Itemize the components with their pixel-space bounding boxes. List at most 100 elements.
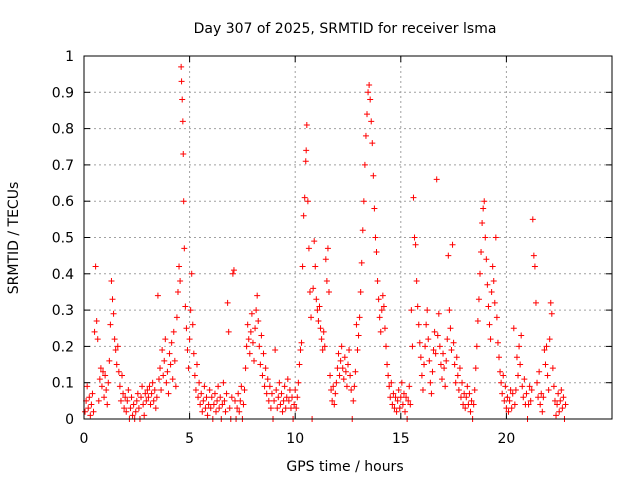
data-point (202, 405, 209, 412)
data-point (352, 368, 359, 375)
data-point (358, 259, 365, 266)
data-point (447, 325, 454, 332)
data-point (157, 365, 164, 372)
data-point (268, 390, 275, 397)
data-point (491, 299, 498, 306)
data-point (254, 292, 261, 299)
data-point (519, 383, 526, 390)
data-point (240, 401, 247, 408)
data-point (337, 357, 344, 364)
data-point (466, 390, 473, 397)
data-point (461, 390, 468, 397)
data-point (159, 347, 166, 354)
data-point (324, 245, 331, 252)
data-point (378, 307, 385, 314)
data-point (453, 354, 460, 361)
data-point (530, 252, 537, 259)
data-point (517, 361, 524, 368)
data-point (431, 328, 438, 335)
data-point (162, 336, 169, 343)
data-point (345, 361, 351, 368)
data-point (394, 397, 401, 404)
data-point (502, 383, 509, 390)
data-point (219, 401, 226, 408)
data-point (406, 383, 413, 390)
data-point (487, 336, 494, 343)
data-point (339, 365, 346, 372)
data-point (172, 383, 179, 390)
data-point (303, 121, 310, 128)
data-point (228, 394, 235, 401)
data-point (490, 278, 497, 285)
data-point (532, 299, 539, 306)
data-point (450, 339, 457, 346)
data-point (499, 390, 506, 397)
grid-lines (84, 56, 612, 419)
data-point (412, 241, 419, 248)
data-point (541, 347, 548, 354)
data-point (188, 270, 195, 277)
data-point (391, 405, 398, 412)
data-point (405, 397, 412, 404)
x-tick-label: 5 (185, 431, 194, 447)
data-point (347, 372, 354, 379)
data-point (479, 219, 486, 226)
data-point (170, 328, 177, 335)
y-tick-label: 1 (65, 49, 74, 65)
y-tick-labels: 0 0.1 0.2 0.3 0.4 0.5 0.6 0.7 0.8 0.9 1 (52, 49, 74, 428)
data-point (92, 263, 99, 270)
data-point (366, 82, 373, 89)
data-point (432, 350, 439, 357)
data-point (355, 332, 362, 339)
data-point (528, 386, 535, 393)
data-point (186, 336, 193, 343)
data-point (418, 372, 425, 379)
data-point (525, 401, 532, 408)
data-point (247, 328, 254, 335)
data-point (392, 394, 399, 401)
data-point (132, 408, 139, 415)
data-point (192, 386, 199, 393)
data-point (381, 325, 388, 332)
data-point (336, 372, 343, 379)
data-point (411, 234, 418, 241)
data-point (161, 357, 168, 364)
data-point (302, 158, 309, 165)
data-point (143, 397, 150, 404)
data-point (196, 379, 203, 386)
data-point (139, 383, 146, 390)
data-point (98, 383, 105, 390)
data-point (388, 379, 395, 386)
data-point (427, 379, 434, 386)
data-point (260, 350, 267, 357)
data-point (433, 176, 440, 183)
data-point (332, 390, 339, 397)
data-point (343, 383, 350, 390)
y-tick-label: 0 (65, 412, 74, 428)
data-point (259, 372, 266, 379)
data-point (330, 383, 337, 390)
data-point (338, 343, 345, 350)
data-point (248, 310, 255, 317)
data-point (115, 368, 122, 375)
data-point (375, 296, 382, 303)
data-point (198, 390, 205, 397)
data-point (422, 343, 429, 350)
data-point (399, 401, 406, 408)
data-point (111, 336, 118, 343)
data-point (293, 405, 300, 412)
data-point (158, 386, 165, 393)
data-point (275, 394, 282, 401)
data-point (315, 317, 322, 324)
data-point (387, 394, 394, 401)
y-tick-label: 0.6 (52, 194, 74, 210)
data-point (257, 361, 264, 368)
data-point (173, 314, 180, 321)
data-point (546, 336, 553, 343)
data-point (167, 361, 174, 368)
data-point (179, 96, 186, 103)
data-point (141, 412, 148, 419)
data-point (496, 354, 503, 361)
data-point (90, 408, 97, 415)
data-point (114, 343, 121, 350)
